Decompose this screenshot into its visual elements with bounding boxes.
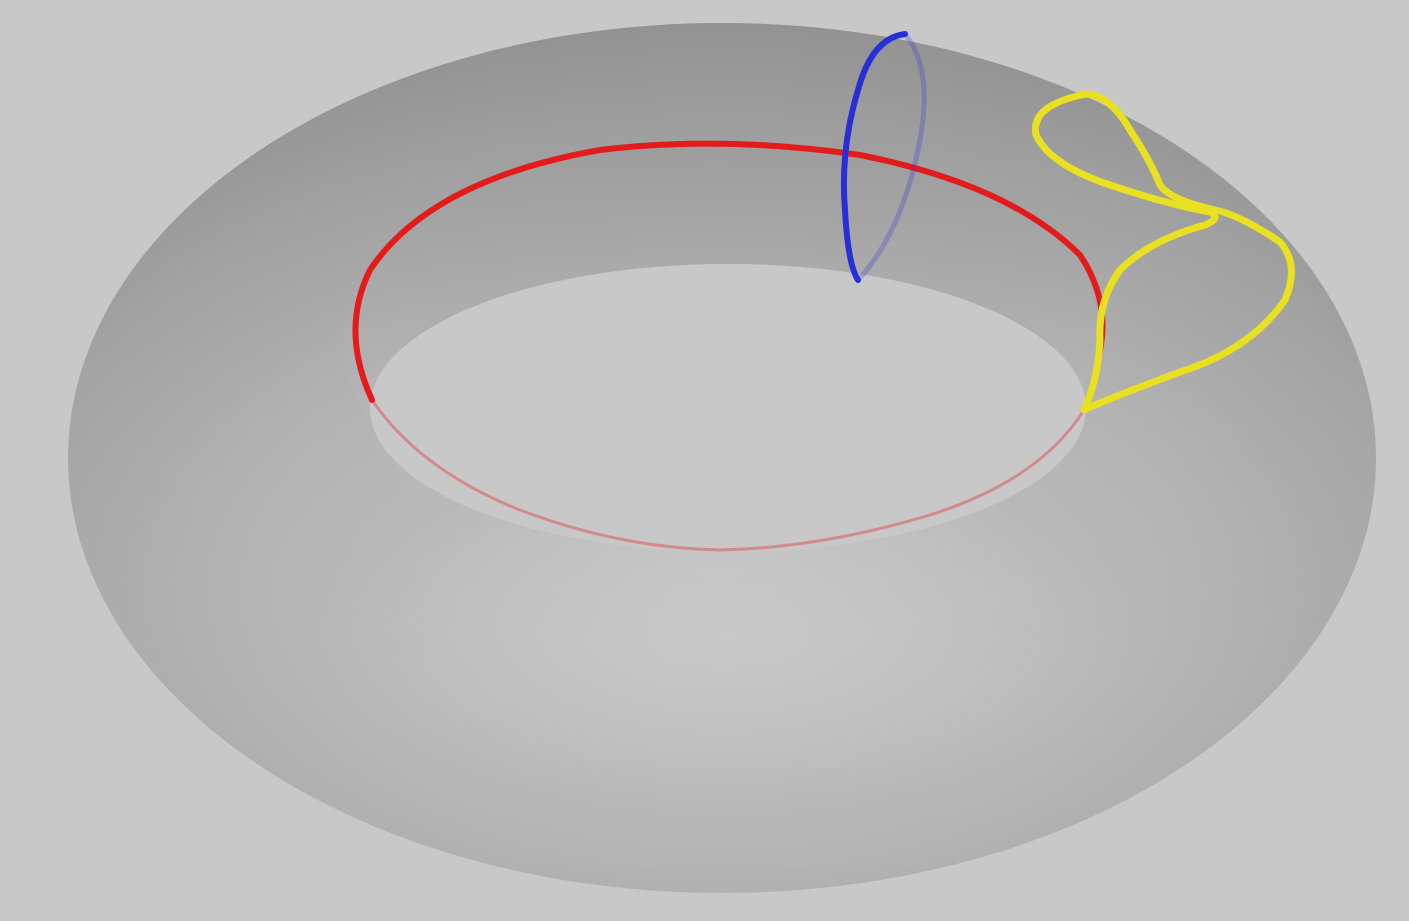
torus-hole	[370, 264, 1086, 552]
meridian-loop	[840, 31, 927, 283]
contractible-loop	[1031, 90, 1295, 414]
